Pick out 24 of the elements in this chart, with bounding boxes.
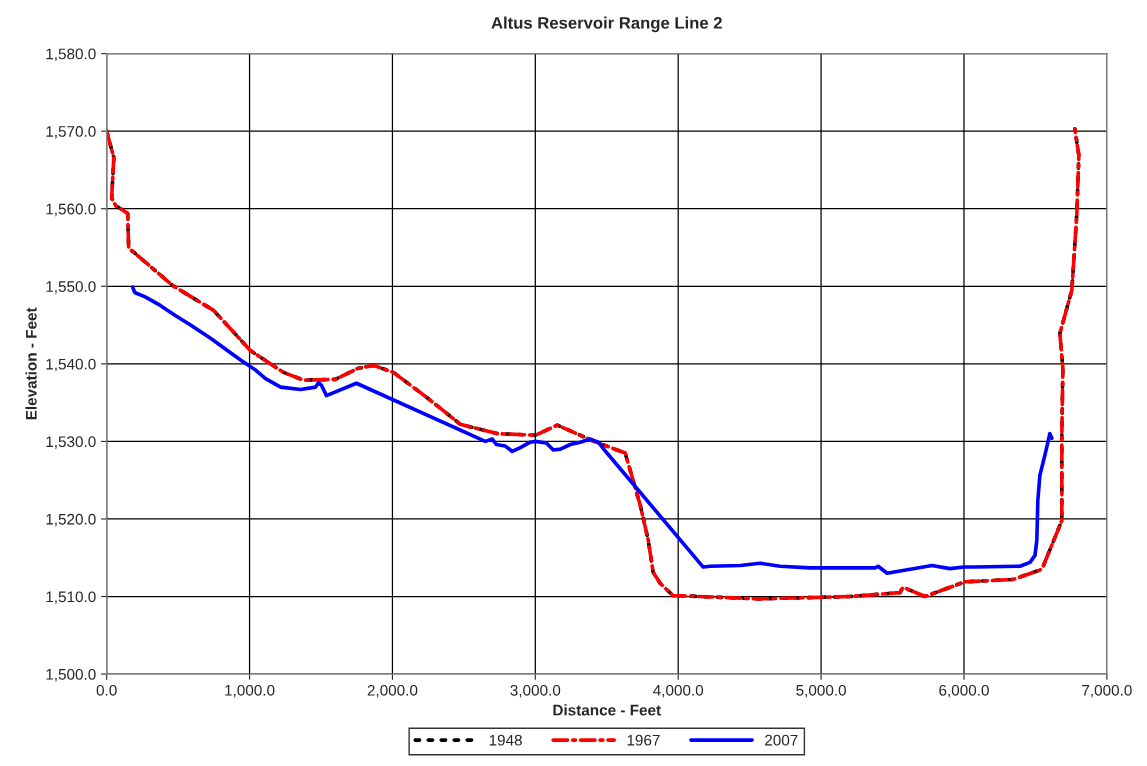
legend-label: 2007 [765, 734, 798, 746]
y-tick-label: 1,500.0 [46, 668, 96, 682]
legend-label: 1967 [627, 734, 660, 746]
x-tick-label: 6,000.0 [939, 684, 989, 698]
y-tick-label: 1,520.0 [46, 513, 96, 527]
y-tick-label: 1,530.0 [46, 436, 96, 449]
y-tick-label: 1,510.0 [46, 591, 96, 605]
y-tick-label: 1,560.0 [46, 203, 96, 217]
legend-label: 1948 [489, 734, 522, 746]
line-series [130, 285, 1054, 576]
x-tick-label: 7,000.0 [1082, 684, 1132, 698]
x-tick-label: 1,000.0 [225, 684, 275, 698]
x-tick-label: 0.0 [96, 684, 117, 696]
x-tick-label: 2,000.0 [367, 684, 418, 698]
x-tick-label: 3,000.0 [510, 684, 561, 698]
y-tick-label: 1,550.0 [46, 281, 96, 294]
y-tick-label: 1,540.0 [46, 358, 96, 372]
x-axis-title: Distance - Feet [553, 704, 661, 716]
chart-title: Altus Reservoir Range Line 2 [491, 16, 722, 33]
x-tick-label: 4,000.0 [653, 684, 704, 698]
y-tick-label: 1,580.0 [46, 48, 96, 62]
y-tick-label: 1,570.0 [46, 126, 96, 139]
y-axis-title: Elevation - Feet [25, 307, 37, 420]
x-tick-label: 5,000.0 [796, 684, 846, 698]
